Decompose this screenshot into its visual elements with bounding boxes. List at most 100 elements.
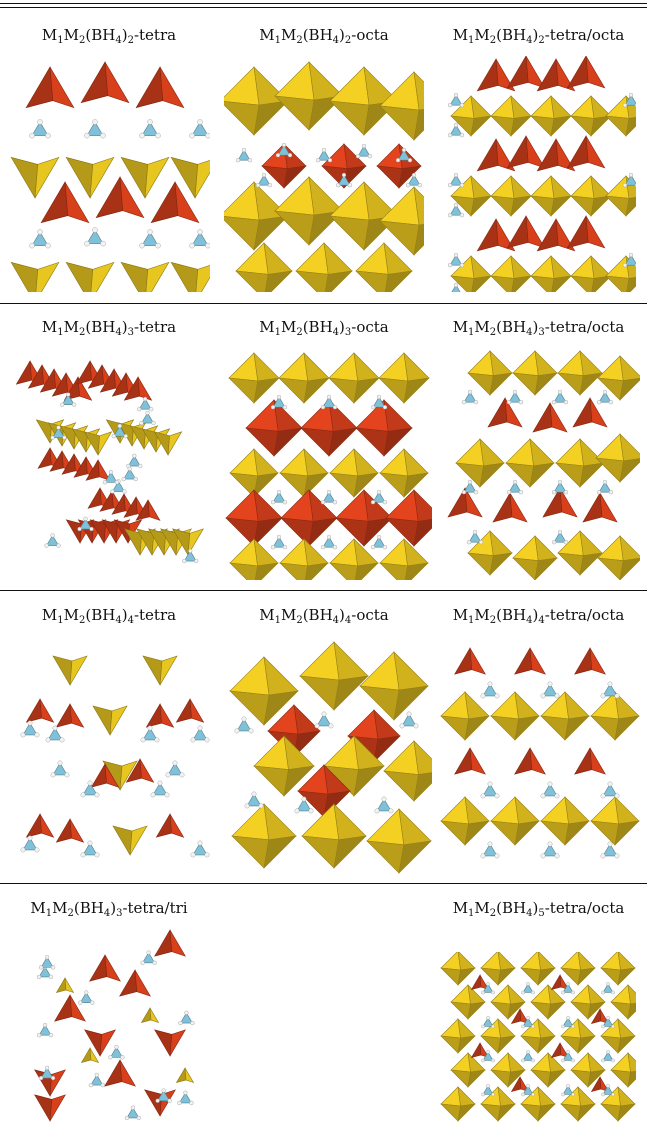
structure-image-r2c2: [224, 348, 432, 580]
tetrahedron: [514, 747, 546, 775]
structure-image-r1c1: [10, 60, 210, 292]
octahedron: [355, 399, 413, 457]
octahedron: [590, 796, 640, 846]
tetrahedron: [590, 1008, 610, 1025]
hydrogen-atom: [540, 853, 546, 859]
hydrogen-atom: [571, 1058, 575, 1063]
formula-text: M: [41, 26, 58, 44]
tetrahedron: [85, 459, 111, 481]
bh4-unit: [395, 147, 413, 163]
hydrogen-atom: [77, 526, 82, 532]
hydrogen-atom: [102, 480, 108, 485]
hydrogen-atom: [92, 227, 98, 233]
structure-drawing: [20, 655, 210, 858]
bh4-unit: [244, 791, 264, 809]
formula-text: ): [121, 26, 128, 44]
bh4-unit: [601, 982, 615, 995]
hydrogen-atom: [94, 852, 100, 858]
structure-drawing: [447, 56, 636, 292]
tetrahedron: [566, 215, 606, 249]
octahedron: [229, 538, 279, 580]
hydrogen-atom: [341, 172, 347, 178]
formula-text: M: [280, 606, 297, 624]
hydrogen-atom: [161, 1088, 166, 1093]
bh4-unit: [540, 681, 560, 699]
tetrahedron: [566, 56, 606, 89]
formula-subscript: 1: [274, 615, 281, 626]
tetrahedron: [476, 218, 516, 252]
formula-subscript: 2: [489, 908, 497, 919]
hydrogen-atom: [80, 852, 86, 858]
hydrogen-atom: [491, 1092, 495, 1097]
bh4-unit: [190, 840, 210, 858]
hydrogen-atom: [42, 1022, 48, 1028]
hydrogen-atom: [459, 263, 465, 268]
hydrogen-atom: [540, 693, 546, 699]
hydrogen-atom: [614, 693, 620, 699]
hydrogen-atom: [270, 405, 276, 410]
tetrahedron: [40, 181, 90, 224]
hydrogen-atom: [606, 982, 610, 986]
formula-subscript: 3: [116, 908, 123, 919]
hydrogen-atom: [494, 693, 500, 699]
bh4-unit: [190, 725, 210, 743]
hydrogen-atom: [90, 1000, 95, 1005]
bh4-unit: [80, 780, 100, 798]
octahedron: [328, 352, 380, 404]
hydrogen-atom: [601, 990, 605, 995]
hydrogen-atom: [270, 545, 276, 550]
caption-r2c3: M1M2(BH4)3-tetra/octa: [430, 318, 647, 338]
octahedron: [490, 1052, 526, 1088]
bh4-unit: [521, 1084, 535, 1097]
hydrogen-atom: [600, 793, 606, 799]
hydrogen-atom: [267, 183, 273, 188]
bh4-unit: [601, 1084, 615, 1097]
hydrogen-atom: [628, 92, 634, 98]
tetrahedron: [10, 156, 60, 199]
bh4-unit: [124, 1105, 142, 1121]
hydrogen-atom: [138, 463, 143, 469]
octahedron: [279, 448, 329, 498]
bh4-unit: [140, 950, 157, 965]
formula-subscript: 2: [296, 327, 303, 338]
tetrahedron: [10, 261, 60, 292]
formula-text: M: [259, 318, 275, 336]
hydrogen-atom: [600, 853, 606, 859]
hydrogen-atom: [335, 183, 341, 188]
bh4-unit: [506, 479, 524, 495]
hydrogen-atom: [367, 154, 373, 159]
formula-text: -octa: [351, 26, 389, 44]
hydrogen-atom: [110, 489, 115, 494]
tetrahedron: [506, 135, 546, 169]
hydrogen-atom: [241, 716, 247, 722]
bh4-unit: [165, 760, 185, 778]
octahedron: [530, 175, 572, 217]
hydrogen-atom: [557, 529, 563, 535]
hydrogen-atom: [531, 1024, 535, 1029]
hydrogen-atom: [155, 132, 161, 139]
hydrogen-atom: [491, 1024, 495, 1029]
hydrogen-atom: [453, 282, 459, 288]
hydrogen-atom: [84, 240, 90, 247]
octahedron: [299, 641, 369, 711]
hydrogen-atom: [261, 172, 267, 178]
tetrahedron: [34, 1094, 66, 1122]
formula-text: (BH: [496, 26, 527, 44]
octahedron: [560, 952, 596, 986]
hydrogen-atom: [405, 183, 411, 188]
bh4-unit: [39, 955, 56, 970]
hydrogen-atom: [571, 990, 575, 995]
formula-text: ): [339, 606, 345, 624]
bh4-unit: [521, 982, 535, 995]
bh4-unit: [370, 489, 388, 505]
bh4-unit: [601, 1050, 615, 1063]
octahedron: [512, 535, 558, 580]
formula-subscript: 1: [57, 35, 64, 46]
bh4-unit: [561, 1050, 575, 1063]
formula-text: ): [532, 606, 539, 624]
bh4-unit: [561, 1084, 575, 1097]
hydrogen-atom: [566, 1016, 570, 1020]
hydrogen-atom: [480, 853, 486, 859]
formula-text: ): [532, 318, 539, 336]
formula-text: ): [532, 26, 539, 44]
